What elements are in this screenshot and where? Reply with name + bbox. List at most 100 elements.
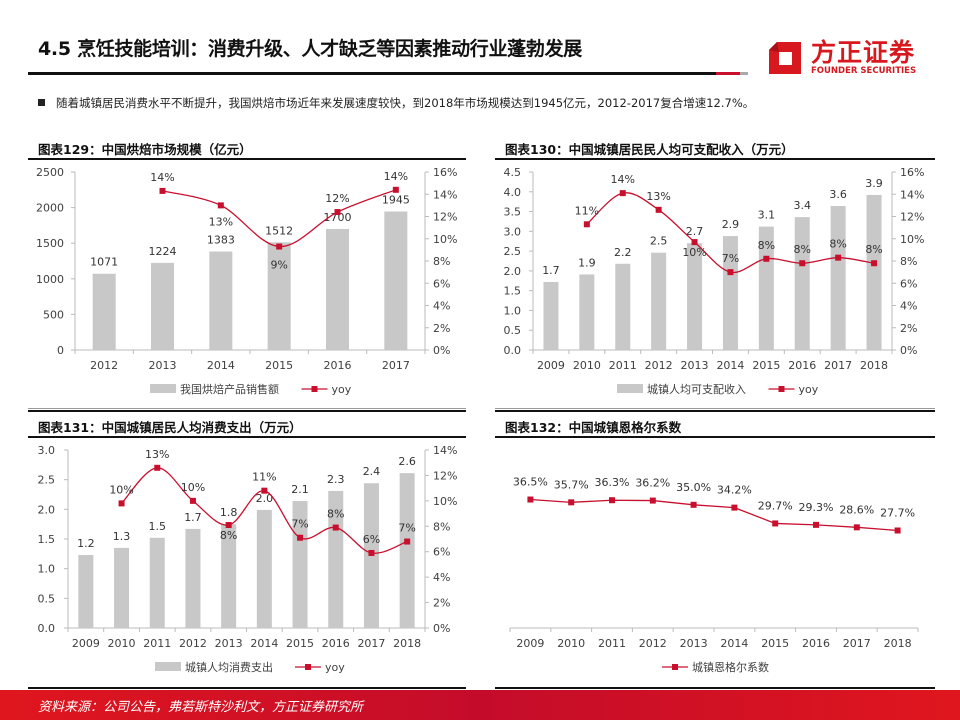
chart-130-bar-label: 2.9 [722, 218, 740, 231]
chart-132-point-label: 28.6% [839, 503, 874, 516]
chart-131-x-tick-label: 2009 [72, 637, 100, 650]
chart-130-right-tick-label: 10% [900, 233, 924, 246]
logo-mark-icon [769, 42, 801, 74]
chart-132-point [731, 504, 738, 511]
chart-131-right-tick-label: 2% [433, 597, 450, 610]
chart-130-legend-label: yoy [799, 383, 819, 396]
chart-130-left-tick-label: 2.5 [504, 245, 522, 258]
chart-130-x-tick-label: 2018 [860, 359, 888, 372]
chart-132-bottom-rule [495, 687, 935, 689]
chart-130-left-tick-label: 2.0 [504, 265, 522, 278]
chart-131-bottom-rule [28, 687, 466, 689]
chart-130-right-tick-label: 16% [900, 166, 924, 179]
chart-129-bar [326, 228, 349, 350]
chart-130-bar-label: 3.4 [794, 199, 812, 212]
chart-130-right-tick-label: 8% [900, 255, 917, 268]
chart-129-right-tick-label: 0% [433, 344, 450, 357]
chart-131-bar [292, 501, 308, 628]
chart-131-point [154, 464, 161, 471]
title-underline-gray [740, 72, 748, 75]
chart-132-point [853, 524, 860, 531]
chart-129-x-tick-label: 2016 [324, 359, 352, 372]
chart-130-bar-label: 3.1 [758, 209, 776, 222]
chart-130-right-tick-label: 14% [900, 188, 924, 201]
chart-129-bar [92, 273, 116, 350]
chart-130-point-label: 8% [829, 238, 846, 251]
chart-131-x-tick-label: 2016 [322, 637, 350, 650]
chart-129-left-tick-label: 2500 [36, 166, 64, 179]
chart-129-point [159, 187, 166, 194]
chart-130-x-tick-label: 2014 [716, 359, 744, 372]
chart-132-point-label: 35.0% [676, 481, 711, 494]
chart-130-right-tick-label: 0% [900, 344, 917, 357]
chart-129-point-label: 9% [270, 259, 287, 272]
chart-131-bar [256, 509, 272, 628]
chart-129-x-tick-label: 2015 [265, 359, 293, 372]
chart-131-point-label: 8% [327, 508, 344, 521]
logo-text-en: FOUNDER SECURITIES [811, 66, 917, 76]
chart-131-legend-marker [305, 664, 311, 670]
chart-130-x-tick-label: 2012 [645, 359, 673, 372]
chart-131-point [404, 538, 411, 545]
chart-130-bar [543, 281, 559, 350]
chart-132-point-label: 36.2% [635, 477, 670, 490]
chart-129-point-label: 14% [150, 171, 174, 184]
chart-131-point-label: 8% [220, 529, 237, 542]
chart-129-title: 图表129：中国烘焙市场规模（亿元） [38, 142, 252, 157]
chart-129-legend-label: 我国烘焙产品销售额 [180, 382, 279, 396]
chart-131-point [225, 522, 232, 529]
chart-130-x-tick-label: 2016 [788, 359, 816, 372]
chart-130-right-tick-label: 12% [900, 211, 924, 224]
chart-130-bar [758, 226, 774, 350]
chart-131-legend-bar-swatch [155, 662, 181, 671]
chart-131-left-tick-label: 1.5 [38, 533, 56, 546]
chart-130-bar-label: 3.6 [829, 188, 847, 201]
chart-130-point [655, 206, 662, 213]
chart-130-point-label: 7% [722, 252, 739, 265]
chart-131-right-tick-label: 6% [433, 546, 450, 559]
chart-131-bar-label: 2.3 [327, 473, 345, 486]
chart-129-bar-label: 1383 [207, 234, 235, 247]
chart-132-x-tick-label: 2013 [680, 637, 708, 650]
chart-132-point-label: 35.7% [554, 478, 589, 491]
chart-132-point-label: 29.7% [758, 499, 793, 512]
chart-130-bar-label: 1.9 [578, 256, 596, 269]
chart-129-bar-label: 1700 [324, 211, 352, 224]
chart-131-bar-label: 2.4 [363, 465, 381, 478]
chart-130-x-tick-label: 2010 [573, 359, 601, 372]
chart-129-left-tick-label: 1000 [36, 273, 64, 286]
chart-131-bar-label: 1.5 [149, 520, 167, 533]
chart-132-legend-label: 城镇恩格尔系数 [692, 660, 769, 674]
summary-bullet: 随着城镇居民消费水平不断提升，我国烘焙市场近年来发展速度较快，到2018年市场规… [56, 96, 755, 110]
chart-131-point [368, 549, 375, 556]
chart-130-point [835, 254, 842, 261]
chart-131-left-tick-label: 0.0 [38, 622, 56, 635]
chart-131-x-tick-label: 2013 [215, 637, 243, 650]
chart-130-bar [687, 243, 703, 350]
chart-129-bottom-rule [28, 408, 466, 409]
chart-132-point-label: 36.3% [595, 476, 630, 489]
chart-132-point [813, 521, 819, 528]
chart-129-bar [267, 242, 291, 350]
chart-130-legend-marker [778, 386, 785, 392]
chart-131-point [189, 497, 196, 504]
chart-131-point-label: 13% [145, 448, 169, 461]
chart-130-legend-label: 城镇人均可支配收入 [647, 382, 746, 396]
title-underline [28, 72, 746, 75]
chart-131-bar [221, 524, 237, 628]
chart-129-legend-bar-swatch [150, 384, 176, 393]
chart-132-x-tick-label: 2009 [516, 637, 544, 650]
bullet-square-icon [38, 99, 45, 106]
chart-129-x-tick-label: 2014 [207, 359, 235, 372]
chart-129-bar [384, 211, 408, 350]
chart-132-point [894, 527, 901, 534]
chart-130-title-rule [495, 158, 935, 160]
chart-130-x-tick-label: 2017 [824, 359, 852, 372]
chart-129-x-tick-label: 2013 [149, 359, 177, 372]
chart-130-point [583, 221, 590, 228]
chart-131-x-tick-label: 2015 [286, 637, 314, 650]
chart-131-x-tick-label: 2017 [357, 637, 385, 650]
chart-132-point-label: 27.7% [880, 506, 915, 519]
chart-131-point-label: 6% [363, 533, 380, 546]
